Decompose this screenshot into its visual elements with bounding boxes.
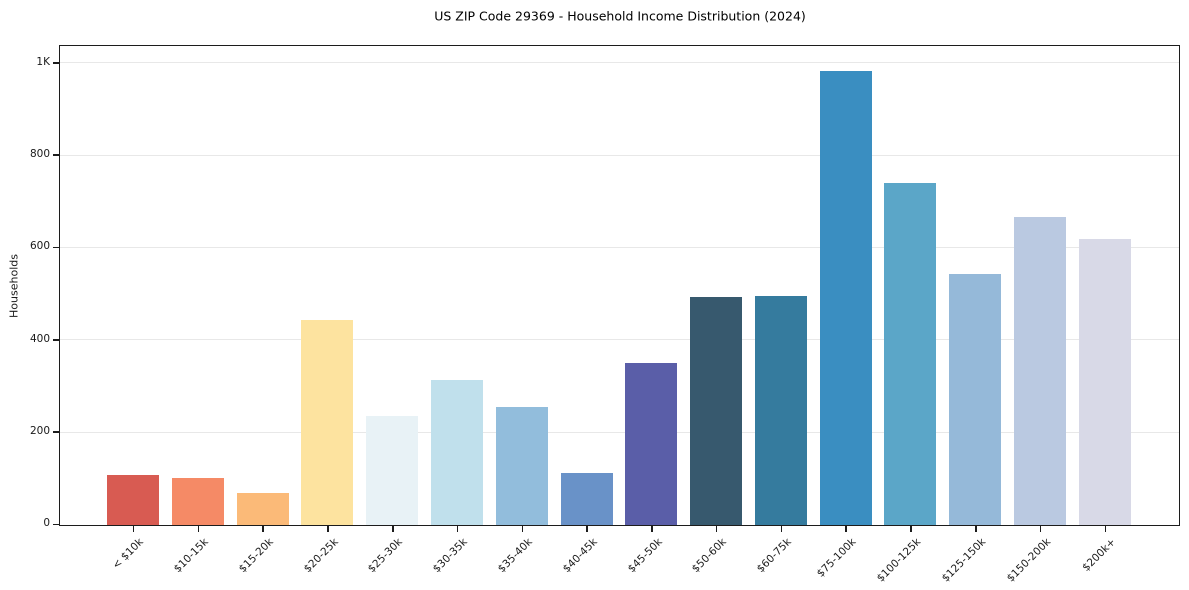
x-axis-tick	[327, 526, 329, 532]
gridline	[60, 247, 1179, 249]
chart-title: US ZIP Code 29369 - Household Income Dis…	[434, 8, 806, 24]
x-tick-label: $30-35k	[430, 536, 471, 576]
bar-$50-60k	[690, 296, 743, 525]
x-axis-tick	[197, 526, 200, 532]
x-axis-tick	[845, 526, 848, 532]
x-tick-label: $15-20k	[236, 536, 276, 576]
y-axis-tick	[53, 61, 59, 64]
bar-$30-35k	[430, 380, 483, 525]
x-axis-tick	[456, 526, 459, 532]
gridline	[60, 154, 1179, 156]
bar-$15-20k	[236, 493, 289, 525]
x-tick-label: $150-200k	[1004, 536, 1054, 585]
y-tick-label: 1K	[36, 55, 50, 68]
y-tick-label: 400	[29, 332, 50, 345]
x-tick-label: $25-30k	[366, 536, 406, 576]
y-tick-label: 200	[29, 425, 50, 438]
gridline	[60, 431, 1179, 433]
y-axis-tick	[53, 523, 59, 526]
plot-area	[59, 45, 1180, 526]
bar-$40-45k	[560, 473, 613, 525]
y-axis-tick	[53, 338, 59, 341]
x-axis-tick	[1104, 526, 1107, 532]
x-tick-label: $20-25k	[301, 536, 341, 576]
bar-< $10k	[107, 475, 159, 525]
x-axis-tick	[1039, 526, 1042, 532]
y-tick-label: 600	[29, 240, 50, 253]
bar-$45-50k	[625, 362, 678, 525]
y-axis-tick	[53, 246, 59, 249]
bar-$150-200k	[1014, 217, 1066, 525]
x-tick-label: $75-100k	[814, 536, 859, 580]
x-tick-label: < $10k	[110, 536, 147, 572]
bar-$25-30k	[366, 415, 419, 525]
x-axis-tick	[975, 526, 977, 532]
x-axis-tick	[521, 526, 524, 532]
bar-$60-75k	[754, 295, 807, 525]
x-axis-tick	[715, 526, 718, 532]
x-tick-label: $35-40k	[495, 536, 535, 576]
x-tick-label: $125-150k	[939, 536, 989, 585]
x-axis-tick	[391, 526, 394, 532]
x-axis-tick	[132, 526, 135, 532]
bar-$125-150k	[949, 274, 1002, 525]
x-tick-label: $10-15k	[171, 536, 211, 576]
bar-$200k+	[1078, 238, 1131, 525]
x-tick-label: $60-75k	[754, 536, 794, 576]
bar-$35-40k	[495, 407, 548, 525]
y-tick-label: 0	[43, 517, 50, 530]
x-axis-tick	[262, 526, 264, 532]
bar-$10-15k	[171, 477, 224, 525]
y-tick-label: 800	[29, 148, 50, 161]
x-tick-label: $50-60k	[690, 536, 730, 576]
x-axis-tick	[586, 526, 588, 532]
y-axis-label: Households	[7, 254, 21, 318]
x-tick-label: $100-125k	[874, 536, 924, 585]
x-tick-label: $200k+	[1079, 536, 1118, 574]
x-axis-tick	[780, 526, 783, 532]
x-axis-tick	[651, 526, 653, 532]
gridline	[60, 62, 1179, 64]
x-tick-label: $45-50k	[625, 536, 665, 576]
bar-$20-25k	[301, 320, 354, 525]
bar-$75-100k	[819, 70, 872, 525]
y-axis-tick	[53, 431, 59, 433]
gridline	[60, 339, 1179, 341]
x-axis-tick	[910, 526, 912, 532]
x-tick-label: $40-45k	[560, 536, 600, 576]
bar-$100-125k	[884, 183, 937, 525]
y-axis-tick	[53, 154, 59, 156]
